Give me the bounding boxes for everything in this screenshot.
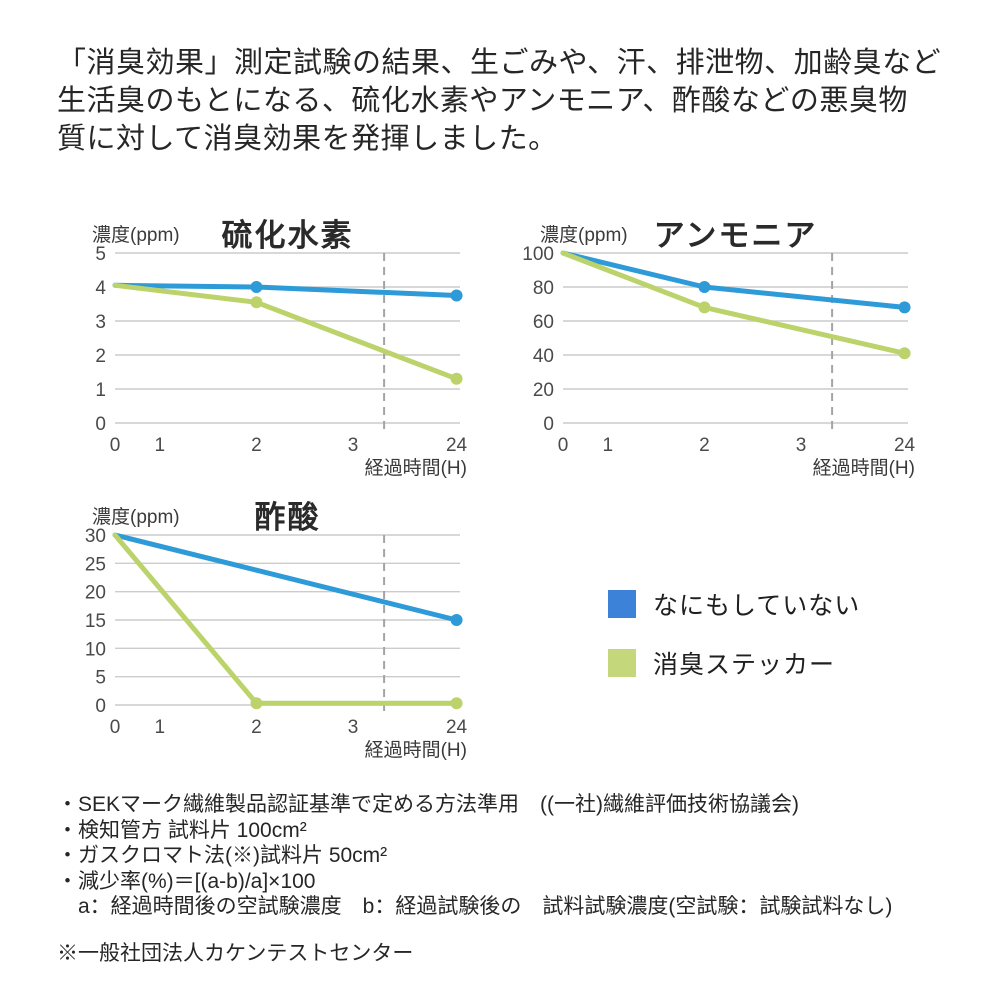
svg-text:80: 80 (533, 278, 554, 299)
x-axis-label: 経過時間(H) (364, 458, 467, 479)
footnote-line: ・SEKマーク繊維製品認証基準で定める方法準用 ((一社)繊維評価技術協議会) (57, 793, 799, 816)
svg-text:0: 0 (110, 717, 121, 738)
chart-title: 硫化水素 (221, 218, 354, 253)
line-chart-svg: 5 4 3 2 1 00 1 2 3 24 (95, 244, 468, 456)
svg-text:5: 5 (95, 668, 106, 689)
legend-label: なにもしていない (653, 592, 861, 620)
svg-text:10: 10 (85, 639, 106, 660)
svg-text:100: 100 (522, 244, 554, 265)
svg-text:40: 40 (533, 346, 554, 367)
legend-item-untreated: なにもしていない (608, 586, 860, 622)
x-axis-label: 経過時間(H) (812, 458, 915, 479)
chart-hydrogen-sulfide: 濃度(ppm) 硫化水素 5 4 3 2 1 0 0 1 2 3 24 経過時間(H) (70, 208, 490, 479)
intro-line-3: 質に対して消臭効果を発揮しました。 (57, 123, 558, 155)
svg-text:24: 24 (446, 435, 468, 456)
chart-ammonia: 濃度(ppm) アンモニア 100 80 60 40 20 0 0 1 2 3 24 経過時間(H) (518, 208, 938, 479)
chart-acetic-acid: 濃度(ppm) 酢酸 30 25 20 15 10 5 0 0 1 2 3 24 経過時間(H) (70, 490, 490, 761)
svg-text:2: 2 (251, 435, 262, 456)
y-axis-label: 濃度(ppm) (540, 225, 628, 246)
footnote-note: ※一般社団法人カケンテストセンター (57, 941, 414, 965)
green-swatch-icon (608, 649, 636, 677)
svg-text:3: 3 (95, 312, 106, 333)
footnote-line: ・減少率(%)＝[(a-b)/a]×100 (57, 869, 316, 893)
svg-text:2: 2 (95, 346, 106, 367)
chart-title: 酢酸 (254, 500, 321, 535)
footnote-line: ・ガスクロマト法(※)試料片 50cm² (57, 844, 388, 867)
svg-text:0: 0 (110, 435, 121, 456)
svg-text:3: 3 (348, 717, 359, 738)
svg-text:0: 0 (95, 414, 106, 435)
footnote-line: ・検知管方 試料片 100cm² (57, 818, 307, 842)
chart-title: アンモニア (653, 218, 818, 253)
y-axis-label: 濃度(ppm) (92, 507, 180, 528)
svg-text:24: 24 (894, 435, 916, 456)
y-axis-label: 濃度(ppm) (92, 225, 180, 246)
svg-text:0: 0 (95, 696, 106, 717)
line-chart-svg: 100 80 60 40 20 00 1 2 3 24 (522, 244, 916, 456)
footnote-line: a：経過時間後の空試験濃度 b：経過試験後の 試料試験濃度(空試験：試験試料なし… (78, 895, 893, 918)
svg-text:0: 0 (543, 414, 554, 435)
svg-text:1: 1 (155, 717, 166, 738)
x-axis-label: 経過時間(H) (364, 740, 467, 761)
svg-text:20: 20 (533, 380, 554, 401)
svg-text:1: 1 (155, 435, 166, 456)
intro-text: 「消臭効果」測定試験の結果、生ごみや、汗、排泄物、加齢臭など 生活臭のもとになる… (57, 44, 967, 158)
legend: なにもしていない 消臭ステッカー (608, 586, 860, 704)
blue-swatch-icon (608, 590, 636, 618)
legend-label: 消臭ステッカー (653, 651, 836, 679)
svg-text:15: 15 (85, 611, 106, 632)
svg-text:25: 25 (85, 554, 106, 575)
svg-text:2: 2 (699, 435, 710, 456)
intro-line-2: 生活臭のもとになる、硫化水素やアンモニア、酢酸などの悪臭物 (57, 85, 908, 117)
intro-line-1: 「消臭効果」測定試験の結果、生ごみや、汗、排泄物、加齢臭など (57, 47, 942, 79)
svg-text:5: 5 (95, 244, 106, 265)
legend-item-deodorant-sticker: 消臭ステッカー (608, 645, 860, 681)
svg-text:20: 20 (85, 583, 106, 604)
svg-text:3: 3 (796, 435, 807, 456)
svg-text:1: 1 (95, 380, 106, 401)
svg-text:30: 30 (85, 526, 106, 547)
svg-text:1: 1 (603, 435, 614, 456)
svg-text:24: 24 (446, 717, 468, 738)
line-chart-svg: 30 25 20 15 10 5 00 1 2 3 24 (85, 526, 468, 738)
footnotes: ・SEKマーク繊維製品認証基準で定める方法準用 ((一社)繊維評価技術協議会) … (57, 792, 967, 966)
svg-text:0: 0 (558, 435, 569, 456)
svg-text:2: 2 (251, 717, 262, 738)
svg-text:3: 3 (348, 435, 359, 456)
svg-text:60: 60 (533, 312, 554, 333)
svg-text:4: 4 (95, 278, 106, 299)
